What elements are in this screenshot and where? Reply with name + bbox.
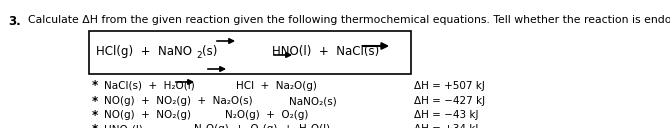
Text: ΔH = −427 kJ: ΔH = −427 kJ	[414, 96, 485, 106]
Text: *: *	[92, 109, 98, 122]
Text: ΔH = +34 kJ: ΔH = +34 kJ	[414, 124, 478, 128]
Text: *: *	[92, 79, 98, 92]
Text: N₂O(g)  +  O₂(g): N₂O(g) + O₂(g)	[225, 110, 308, 120]
Text: (s): (s)	[202, 45, 218, 58]
Text: NO(g)  +  NO₂(g): NO(g) + NO₂(g)	[104, 110, 191, 120]
Text: N₂O(g)  +  O₂(g)  +  H₂O(l): N₂O(g) + O₂(g) + H₂O(l)	[194, 124, 330, 128]
Text: ΔH = +507 kJ: ΔH = +507 kJ	[414, 81, 485, 91]
FancyBboxPatch shape	[89, 31, 411, 74]
Text: 2: 2	[196, 51, 202, 60]
Text: HNO₂(l): HNO₂(l)	[104, 124, 143, 128]
Text: ΔH = −43 kJ: ΔH = −43 kJ	[414, 110, 478, 120]
Text: *: *	[92, 123, 98, 128]
Text: NO(g)  +  NO₂(g)  +  Na₂O(s): NO(g) + NO₂(g) + Na₂O(s)	[104, 96, 253, 106]
Text: HCl(g)  +  NaNO: HCl(g) + NaNO	[96, 45, 192, 58]
Text: HNO(l)  +  NaCl(s): HNO(l) + NaCl(s)	[272, 45, 379, 58]
Text: Calculate ΔH from the given reaction given the following thermochemical equation: Calculate ΔH from the given reaction giv…	[28, 15, 670, 25]
Text: *: *	[92, 95, 98, 108]
Text: NaCl(s)  +  H₂O(l): NaCl(s) + H₂O(l)	[104, 81, 194, 91]
Text: NaNO₂(s): NaNO₂(s)	[289, 96, 337, 106]
Text: 3.: 3.	[8, 15, 21, 28]
Text: HCl  +  Na₂O(g): HCl + Na₂O(g)	[236, 81, 317, 91]
